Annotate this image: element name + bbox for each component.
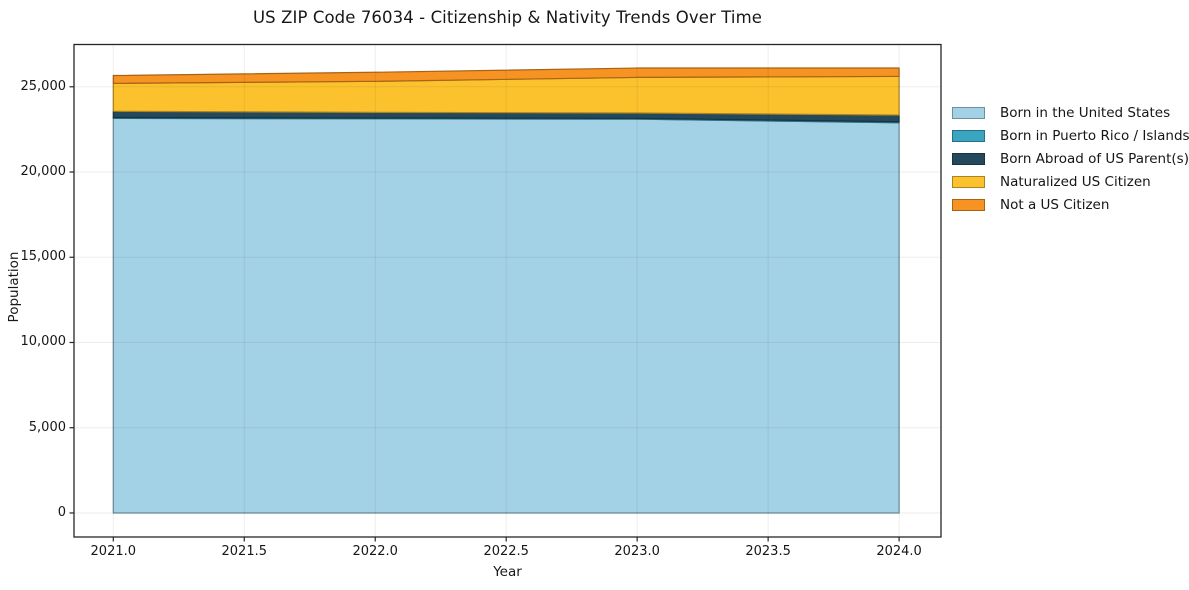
legend-item: Not a US Citizen bbox=[952, 193, 1189, 216]
area-series-4 bbox=[112, 67, 900, 84]
legend-label: Born in the United States bbox=[1000, 104, 1171, 121]
x-tick-label: 2022.5 bbox=[483, 544, 529, 559]
x-axis-label: Year bbox=[493, 564, 522, 580]
x-tick-label: 2021.0 bbox=[90, 544, 137, 559]
legend-item: Naturalized US Citizen bbox=[952, 170, 1189, 193]
legend-swatch bbox=[952, 198, 985, 211]
legend-label: Not a US Citizen bbox=[1000, 196, 1110, 213]
chart-title: US ZIP Code 76034 - Citizenship & Nativi… bbox=[252, 8, 763, 27]
y-tick-label: 20,000 bbox=[20, 164, 67, 179]
y-tick-label: 5,000 bbox=[28, 419, 66, 435]
plot-border bbox=[73, 43, 942, 538]
x-tick-label: 2021.5 bbox=[221, 544, 268, 559]
legend-swatch bbox=[952, 106, 985, 119]
legend-label: Born in Puerto Rico / Islands bbox=[1000, 127, 1189, 144]
x-tick-label: 2023.5 bbox=[745, 544, 791, 559]
legend: Born in the United States Born in Puerto … bbox=[952, 101, 1189, 216]
x-tick-label: 2023.0 bbox=[614, 544, 660, 559]
y-tick-label: 0 bbox=[57, 504, 66, 520]
legend-label: Born Abroad of US Parent(s) bbox=[1000, 150, 1189, 167]
x-tick-label: 2024.0 bbox=[876, 544, 922, 559]
y-tick-label: 25,000 bbox=[20, 78, 67, 94]
legend-swatch bbox=[952, 152, 985, 165]
x-tick-label: 2022.0 bbox=[352, 544, 398, 559]
y-tick-label: 15,000 bbox=[20, 249, 67, 265]
legend-label: Naturalized US Citizen bbox=[1000, 173, 1151, 190]
legend-item: Born in the United States bbox=[952, 101, 1189, 124]
legend-item: Born Abroad of US Parent(s) bbox=[952, 147, 1189, 170]
y-tick-label: 10,000 bbox=[20, 334, 67, 350]
legend-item: Born in Puerto Rico / Islands bbox=[952, 124, 1189, 147]
legend-swatch bbox=[952, 175, 985, 188]
legend-swatch bbox=[952, 129, 985, 142]
